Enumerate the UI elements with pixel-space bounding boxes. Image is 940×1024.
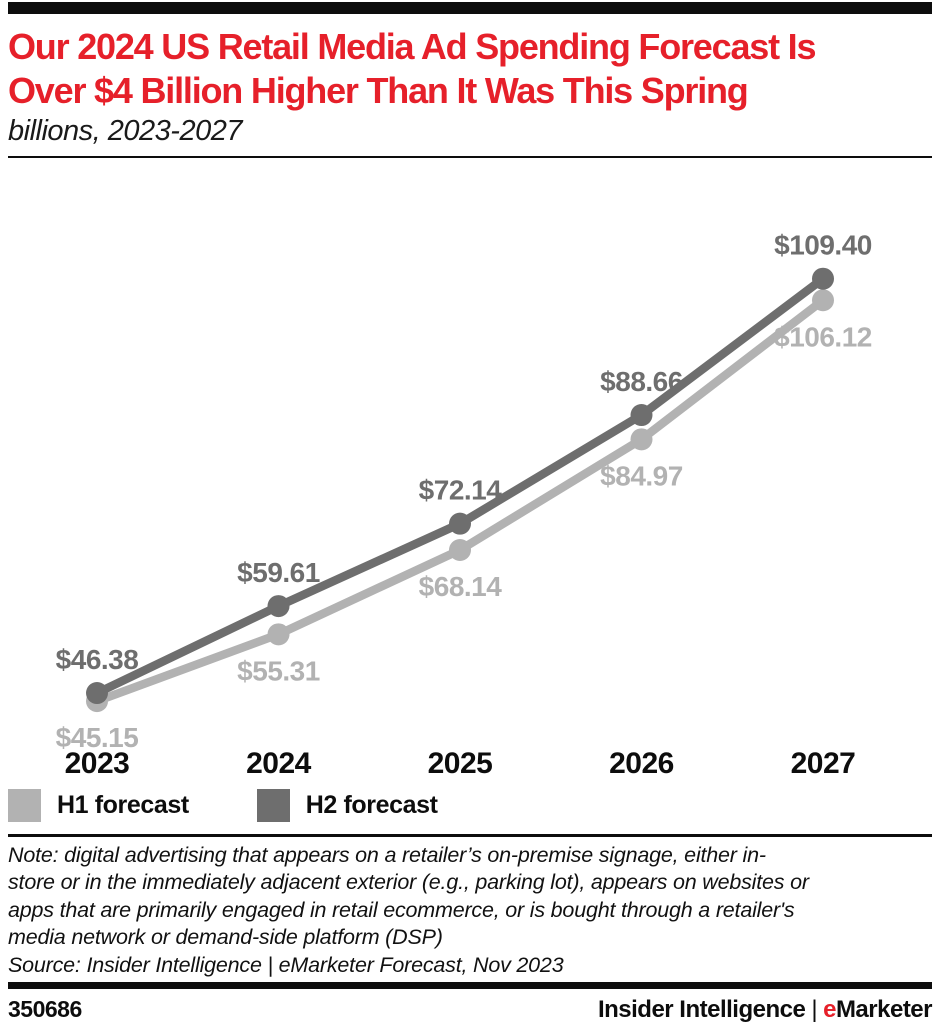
chart-units-subtitle: billions, 2023-2027	[8, 115, 242, 147]
brand-emarketer-e: e	[823, 996, 836, 1024]
chart-id: 350686	[8, 996, 82, 1023]
note-block: Note: digital advertising that appears o…	[8, 842, 932, 979]
value-label-h2-forecast-2027: $109.40	[774, 230, 872, 261]
x-axis-label-2026: 2026	[609, 747, 674, 780]
value-label-h2-forecast-2025: $72.14	[419, 475, 503, 506]
brand-separator: |	[811, 996, 818, 1024]
data-point-h2-forecast-2024	[267, 595, 290, 618]
note-line: store or in the immediately adjacent ext…	[8, 870, 809, 895]
h2-forecast-swatch	[256, 789, 290, 822]
value-label-h2-forecast-2024: $59.61	[237, 557, 320, 588]
data-point-h2-forecast-2027	[812, 267, 834, 290]
data-point-h2-forecast-2025	[449, 512, 471, 535]
page-title-line-1: Our 2024 US Retail Media Ad Spending For…	[8, 26, 816, 67]
brand-lockup: Insider Intelligence | eMarketer	[597, 996, 933, 1024]
top-bar	[8, 2, 932, 14]
data-point-h1-forecast-2026	[630, 428, 653, 451]
forecast-line-chart: $45.15 $55.31 $68.14 $84.97 $106.12 $46.38 $59…	[56, 230, 873, 780]
header-divider	[8, 156, 932, 158]
source-text: Source: Insider Intelligence | eMarketer…	[8, 952, 564, 977]
x-axis-label-2027: 2027	[791, 747, 856, 780]
legend-item-h2-forecast: H2 forecast	[256, 789, 438, 822]
legend-item-h1-forecast: H1 forecast	[8, 789, 189, 822]
x-axis-label-2024: 2024	[246, 747, 312, 780]
note-line: media network or demand-side platform (D…	[8, 925, 443, 950]
data-point-h1-forecast-2027	[812, 289, 834, 312]
page-title-line-2: Over $4 Billion Higher Than It Was This …	[8, 70, 749, 111]
footer-divider	[8, 982, 932, 990]
data-point-h2-forecast-2023	[86, 682, 108, 705]
legend-divider	[8, 834, 932, 837]
data-point-h1-forecast-2024	[267, 623, 290, 646]
value-label-h1-forecast-2026: $84.97	[600, 460, 683, 491]
value-label-h2-forecast-2026: $88.66	[600, 366, 683, 397]
value-label-h2-forecast-2023: $46.38	[56, 644, 139, 675]
value-label-h1-forecast-2023: $45.15	[56, 722, 139, 753]
brand-emarketer-rest: Marketer	[835, 996, 933, 1024]
header: Our 2024 US Retail Media Ad Spending For…	[8, 25, 932, 148]
x-axis-label-2023: 2023	[65, 747, 130, 780]
x-axis-label-2025: 2025	[428, 747, 493, 780]
footer: 350686 Insider Intelligence | eMarketer	[8, 996, 933, 1024]
data-point-h1-forecast-2025	[449, 538, 471, 561]
legend-label-h2: H2 forecast	[305, 791, 438, 819]
value-label-h1-forecast-2025: $68.14	[419, 571, 503, 602]
note-line: Note: digital advertising that appears o…	[8, 843, 766, 867]
value-label-h1-forecast-2027: $106.12	[774, 321, 872, 352]
data-point-h2-forecast-2026	[630, 404, 653, 427]
brand-insider-intelligence: Insider Intelligence	[597, 996, 806, 1024]
chart-legend: H1 forecast H2 forecast	[8, 789, 932, 822]
note-line: apps that are primarily engaged in retai…	[8, 897, 795, 922]
legend-label-h1: H1 forecast	[57, 791, 189, 819]
h1-forecast-swatch	[8, 789, 41, 822]
value-label-h1-forecast-2024: $55.31	[237, 655, 320, 686]
